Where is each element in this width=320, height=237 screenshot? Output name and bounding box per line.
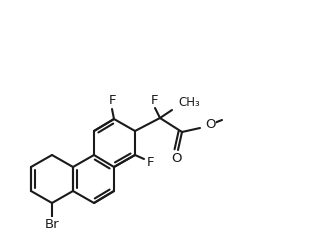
Text: O: O: [205, 118, 215, 132]
Text: F: F: [108, 95, 116, 108]
Text: F: F: [146, 156, 154, 169]
Text: O: O: [171, 151, 181, 164]
Text: CH₃: CH₃: [178, 96, 200, 109]
Text: F: F: [151, 94, 159, 106]
Text: Br: Br: [45, 218, 59, 231]
